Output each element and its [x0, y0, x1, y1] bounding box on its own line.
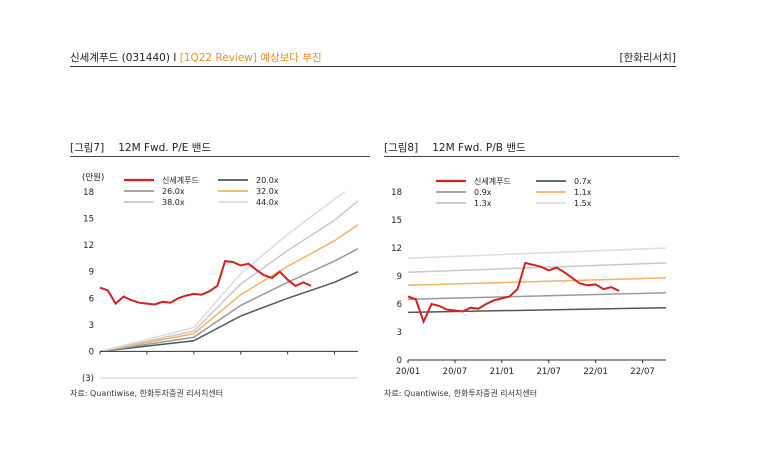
y-tick-label: 15: [391, 216, 402, 226]
figure-8-source: 자료: Quantiwise, 한화투자증권 리서치센터: [384, 389, 538, 398]
band-line-1-3x: [407, 262, 667, 274]
legend-label: 20.0x: [256, 176, 279, 185]
pe-band-chart: 1815129630(3)(만원)20/0120/0721/0121/0722/…: [82, 173, 359, 384]
pb-band-chart: 18 15 12 9 6 3 020/01 20/07 21/01 21/07 22/01 22/07…: [391, 176, 667, 377]
x-tick-label: 22/01: [583, 367, 608, 377]
figure-7-title: [그림7] 12M Fwd. P/E 밴드: [70, 140, 211, 155]
legend-label: 1.1x: [574, 188, 592, 197]
band-line-0-7x: [407, 306, 667, 314]
x-tick-label: 20/01: [396, 367, 421, 377]
review-highlight-text: [1Q22 Review] 예상보다 부진: [179, 52, 322, 64]
band-line-38-0x: [99, 200, 359, 353]
x-tick-label: 21/07: [536, 367, 561, 377]
y-tick-label: 3: [397, 328, 402, 338]
legend-label: 신세계푸드: [162, 175, 199, 185]
legend-label: 32.0x: [256, 187, 279, 196]
figure-8-title: [그림8] 12M Fwd. P/B 밴드: [384, 140, 526, 155]
band-line-0-9x: [407, 292, 667, 301]
legend-label: 44.0x: [256, 198, 279, 207]
research-label: [한화리서치]: [619, 52, 677, 64]
y-tick-label: 3: [89, 321, 94, 331]
band-line-26-0x: [99, 248, 359, 353]
legend-label: 신세계푸드: [474, 176, 511, 186]
y-tick-label: 12: [83, 241, 94, 251]
legend-label: 26.0x: [162, 187, 185, 196]
figure-8-name: 12M Fwd. P/B 밴드: [432, 142, 526, 154]
figure-7-divider: [70, 156, 370, 157]
figure-8-divider: [384, 156, 679, 157]
legend-label: 0.9x: [474, 188, 492, 197]
y-axis-unit-label: (만원): [82, 173, 104, 183]
figure-7-source: 자료: Quantiwise, 한화투자증권 리서치센터: [70, 389, 224, 398]
x-tick-label: 21/01: [490, 367, 515, 377]
y-tick-label: 0: [397, 356, 402, 366]
band-line-20-0x: [99, 271, 359, 353]
legend-label: 38.0x: [162, 198, 185, 207]
y-tick-label: 0: [89, 347, 94, 357]
company-code-text: 신세계푸드 (031440) I: [70, 52, 180, 64]
y-tick-label: 15: [83, 215, 94, 225]
band-line-44-0x: [99, 191, 346, 353]
y-tick-label: 6: [89, 294, 94, 304]
y-tick-label: 12: [391, 244, 402, 254]
band-line-1-5x: [407, 247, 667, 260]
figure-7-name: 12M Fwd. P/E 밴드: [118, 142, 212, 154]
y-tick-label: 18: [391, 188, 402, 198]
price-line: [407, 261, 620, 325]
figure-8-label: [그림8]: [384, 142, 419, 154]
figure-7-label: [그림7]: [70, 142, 105, 154]
y-tick-label: (3): [82, 374, 94, 384]
legend-label: 1.5x: [574, 199, 592, 208]
legend-label: 1.3x: [474, 199, 492, 208]
price-line: [99, 260, 312, 306]
y-tick-label: 9: [89, 268, 94, 278]
legend-label: 0.7x: [574, 177, 592, 186]
y-tick-label: 18: [83, 188, 94, 198]
header-divider: [70, 66, 676, 67]
band-line-1-1x: [407, 277, 667, 287]
x-tick-label: 20/07: [443, 367, 468, 377]
y-tick-label: 9: [397, 272, 402, 282]
report-header-title: 신세계푸드 (031440) I [1Q22 Review] 예상보다 부진: [70, 50, 322, 65]
band-line-32-0x: [99, 224, 359, 353]
x-tick-label: 22/07: [630, 367, 655, 377]
y-tick-label: 6: [397, 300, 402, 310]
